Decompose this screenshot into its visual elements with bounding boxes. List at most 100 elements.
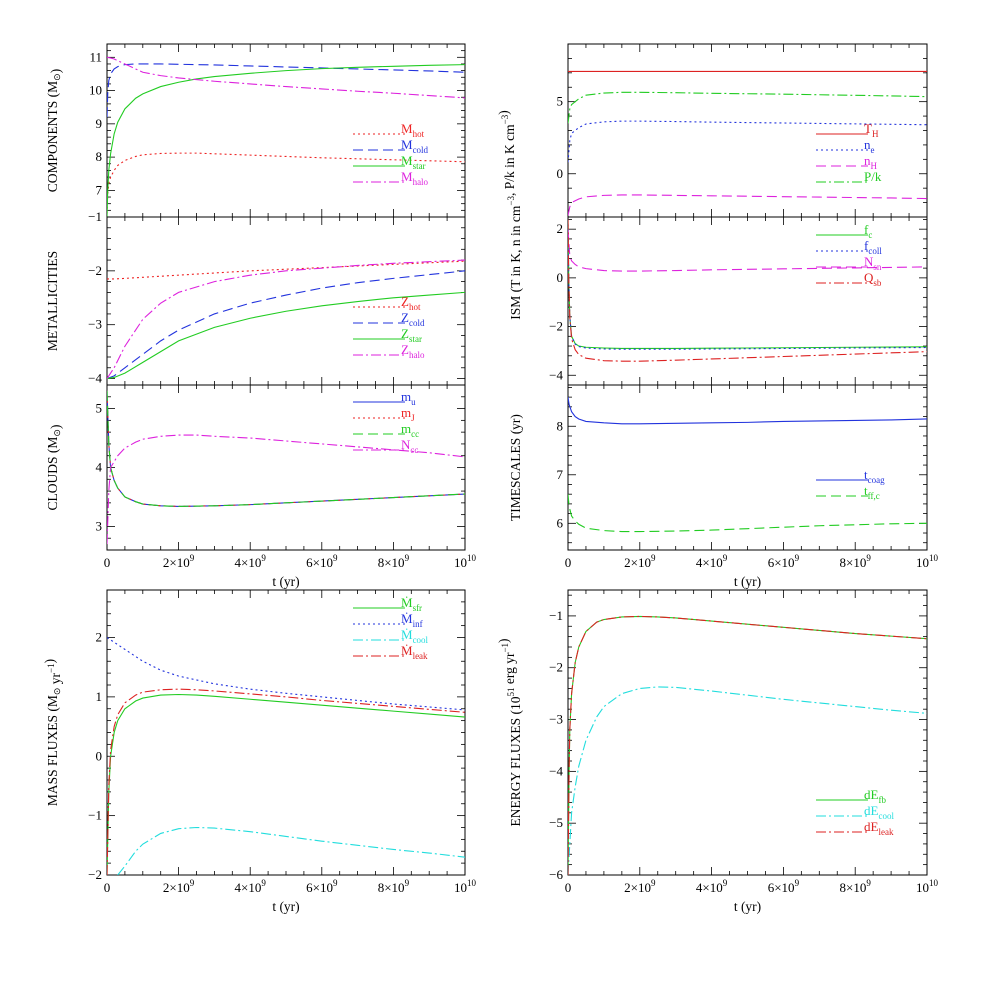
legend-label: ne <box>864 137 875 155</box>
series-line-n-cc <box>107 434 465 545</box>
x-tick-label: 4×109 <box>696 553 728 570</box>
series-line-de-leak <box>568 615 927 875</box>
y-tick-label: −2 <box>549 319 563 334</box>
y-tick-label: 0 <box>96 748 103 763</box>
series-line-m-hot <box>107 152 465 214</box>
x-tick-label: 8×109 <box>840 878 872 895</box>
y-axis-title: TIMESCALES (yr) <box>508 414 523 521</box>
x-tick-label: 4×109 <box>696 878 728 895</box>
y-tick-label: −5 <box>549 815 563 830</box>
series-line-n-sn <box>568 229 927 272</box>
series-line-n-h <box>568 194 927 216</box>
y-tick-label: −2 <box>549 660 563 675</box>
series-line-z-halo <box>107 259 465 379</box>
legend-label: Ṁsfr <box>401 595 422 613</box>
y-tick-label: −2 <box>88 867 102 882</box>
x-tick-label: 0 <box>104 880 111 895</box>
series-line-de-fb <box>568 615 927 875</box>
legend-label: Mhalo <box>401 169 429 187</box>
series-line-m-halo <box>107 56 465 99</box>
y-tick-label: −4 <box>549 367 563 382</box>
legend-label: Nsn <box>864 254 882 272</box>
y-axis-title: MASS FLUXES (M⊙ yr−1) <box>42 659 63 806</box>
legend-label: fc <box>864 222 872 240</box>
panel-timescales: 6 7 8 0 2×109 4×109 6×109 8×109 1010 t (yr) tcoagt… <box>508 384 939 589</box>
legend-label: dEfb <box>864 787 886 805</box>
legend-label: TH <box>864 121 879 139</box>
y-tick-label: −2 <box>88 263 102 278</box>
y-tick-label: 8 <box>96 149 103 164</box>
legend-label: Ṁleak <box>401 643 428 661</box>
legend-label: Ṁcool <box>401 627 429 645</box>
panel-clouds: 3 4 5 0 2×109 4×109 6×109 8×109 1010 t (yr) mumJmc… <box>45 384 477 589</box>
y-tick-label: 2 <box>96 630 103 645</box>
series-line-m-cc <box>107 390 465 507</box>
x-axis-title: t (yr) <box>734 574 761 589</box>
legend-label: tff,c <box>864 483 880 501</box>
series-line-p-k- <box>568 91 927 124</box>
y-tick-label: −1 <box>88 209 102 224</box>
series-line--cool <box>117 826 465 875</box>
y-tick-label: 11 <box>89 49 102 64</box>
series-line-n-e <box>568 120 927 163</box>
legend-label: mJ <box>401 405 415 423</box>
legend-label: Zstar <box>401 326 422 344</box>
y-tick-label: 7 <box>557 467 564 482</box>
plot-frame <box>106 384 466 551</box>
y-tick-label: 10 <box>89 83 102 98</box>
legend-label: fcoll <box>864 238 882 256</box>
series-line-t-coag <box>568 397 927 425</box>
x-tick-label: 1010 <box>916 553 939 570</box>
y-tick-label: 2 <box>557 221 564 236</box>
x-tick-label: 6×109 <box>768 553 800 570</box>
x-tick-label: 6×109 <box>306 553 338 570</box>
series-line--sfr <box>107 693 465 875</box>
legend-label: Ṁinf <box>401 611 423 629</box>
x-tick-label: 8×109 <box>378 553 410 570</box>
y-axis-title: ENERGY FLUXES (1051 erg yr−1) <box>496 638 523 826</box>
x-tick-label: 4×109 <box>235 878 267 895</box>
y-tick-label: −3 <box>88 317 102 332</box>
y-axis-title: COMPONENTS (M⊙) <box>45 69 63 192</box>
x-tick-label: 2×109 <box>624 553 656 570</box>
legend-label: dEcool <box>864 803 894 821</box>
x-tick-label: 0 <box>104 555 111 570</box>
legend-label: Zhalo <box>401 342 425 360</box>
y-axis-title: CLOUDS (M⊙) <box>45 425 63 511</box>
x-tick-label: 2×109 <box>163 553 195 570</box>
y-axis-title: METALLICITIES <box>45 251 60 351</box>
y-tick-label: 7 <box>96 182 103 197</box>
y-tick-label: 6 <box>557 515 564 530</box>
legend-label: Mstar <box>401 153 426 171</box>
series-line-q-sb <box>568 219 927 362</box>
y-tick-label: −4 <box>88 371 102 386</box>
x-tick-label: 0 <box>565 555 572 570</box>
legend-label: Ncc <box>401 437 418 455</box>
x-axis-title: t (yr) <box>734 899 761 914</box>
y-tick-label: 0 <box>557 166 564 181</box>
series-line-de-cool <box>568 686 927 875</box>
series-line-z-hot <box>107 260 465 280</box>
x-tick-label: 8×109 <box>840 553 872 570</box>
y-tick-label: 5 <box>96 401 103 416</box>
x-tick-label: 4×109 <box>235 553 267 570</box>
plot-frame <box>567 216 928 386</box>
legend-label: nH <box>864 153 878 171</box>
legend-label: mcc <box>401 421 419 439</box>
y-tick-label: 5 <box>557 94 564 109</box>
x-tick-label: 6×109 <box>306 878 338 895</box>
x-tick-label: 6×109 <box>768 878 800 895</box>
plot-frame <box>567 384 928 551</box>
x-tick-label: 2×109 <box>163 878 195 895</box>
series-line-z-cold <box>107 270 465 380</box>
legend-label: dEleak <box>864 819 894 837</box>
y-tick-label: −4 <box>549 763 563 778</box>
x-tick-label: 1010 <box>454 553 477 570</box>
y-tick-label: 4 <box>96 460 103 475</box>
x-axis-title: t (yr) <box>272 574 299 589</box>
y-tick-label: 8 <box>557 418 564 433</box>
